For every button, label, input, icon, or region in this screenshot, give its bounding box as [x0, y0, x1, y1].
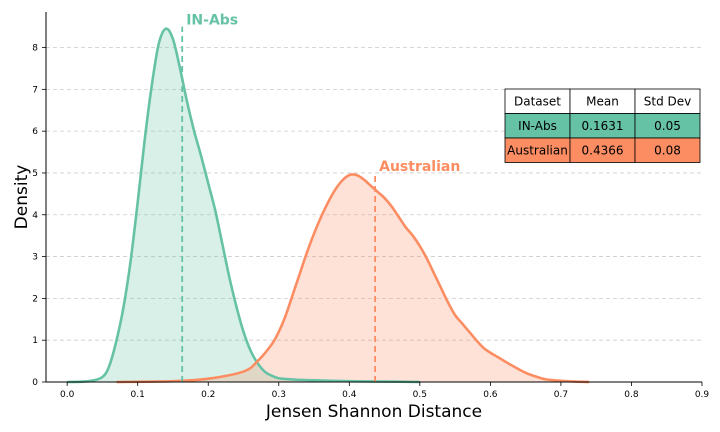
density-line-1 — [116, 173, 590, 384]
y-tick-label: 8 — [32, 44, 38, 54]
density-fill-1 — [116, 174, 590, 382]
x-tick-label: 0.2 — [201, 390, 215, 400]
density-lines — [67, 27, 590, 384]
table-value: Australian — [507, 143, 568, 157]
table-cell — [504, 137, 571, 163]
density-fills — [67, 28, 590, 382]
table-cell — [504, 113, 571, 139]
density-line-0 — [67, 27, 420, 384]
x-tick-label: 0.7 — [554, 390, 568, 400]
table-header: Dataset — [514, 94, 561, 108]
x-tick-label: 0.3 — [272, 390, 286, 400]
x-tick-label: 0.1 — [131, 390, 145, 400]
stats-table: Dataset Mean Std Dev IN-Abs 0.1631 0.05 Austra… — [504, 88, 701, 163]
table-value: 0.4366 — [582, 143, 624, 157]
y-tick-label: 6 — [32, 127, 38, 137]
table-cell — [634, 88, 701, 114]
x-tick-label: 0.6 — [483, 390, 498, 400]
axes: 0 1 2 3 4 5 6 7 8 0.0 0.1 0.2 0.3 0.4 0.5 0.6 0.7 0.8 0.9 — [32, 12, 709, 400]
y-tick-label: 0 — [32, 378, 38, 388]
x-tick-label: 0.0 — [60, 390, 75, 400]
x-tick-label: 0.4 — [342, 390, 357, 400]
x-tick-label: 0.8 — [624, 390, 639, 400]
x-tick-label: 0.5 — [413, 390, 427, 400]
y-tick-label: 7 — [32, 85, 38, 95]
x-axis-title: Jensen Shannon Distance — [265, 402, 482, 422]
y-tick-label: 4 — [32, 211, 38, 221]
table-value: IN-Abs — [518, 119, 557, 133]
x-tick-label: 0.9 — [695, 390, 710, 400]
mean-label-1: Australian — [379, 159, 460, 175]
y-tick-label: 2 — [32, 294, 38, 304]
mean-label-0: IN-Abs — [186, 13, 238, 29]
y-tick-label: 5 — [32, 169, 38, 179]
table-value: 0.1631 — [582, 119, 624, 133]
table-header: Mean — [586, 94, 619, 108]
table-cell — [634, 137, 701, 163]
density-fill-0 — [67, 28, 420, 382]
table-cell — [634, 113, 701, 139]
y-axis-title: Density — [12, 165, 32, 230]
table-value: 0.08 — [654, 143, 681, 157]
table-value: 0.05 — [654, 119, 681, 133]
y-tick-label: 3 — [32, 253, 38, 263]
mean-markers: IN-Abs Australian — [181, 13, 460, 382]
table-header: Std Dev — [644, 94, 691, 108]
y-tick-label: 1 — [32, 336, 38, 346]
